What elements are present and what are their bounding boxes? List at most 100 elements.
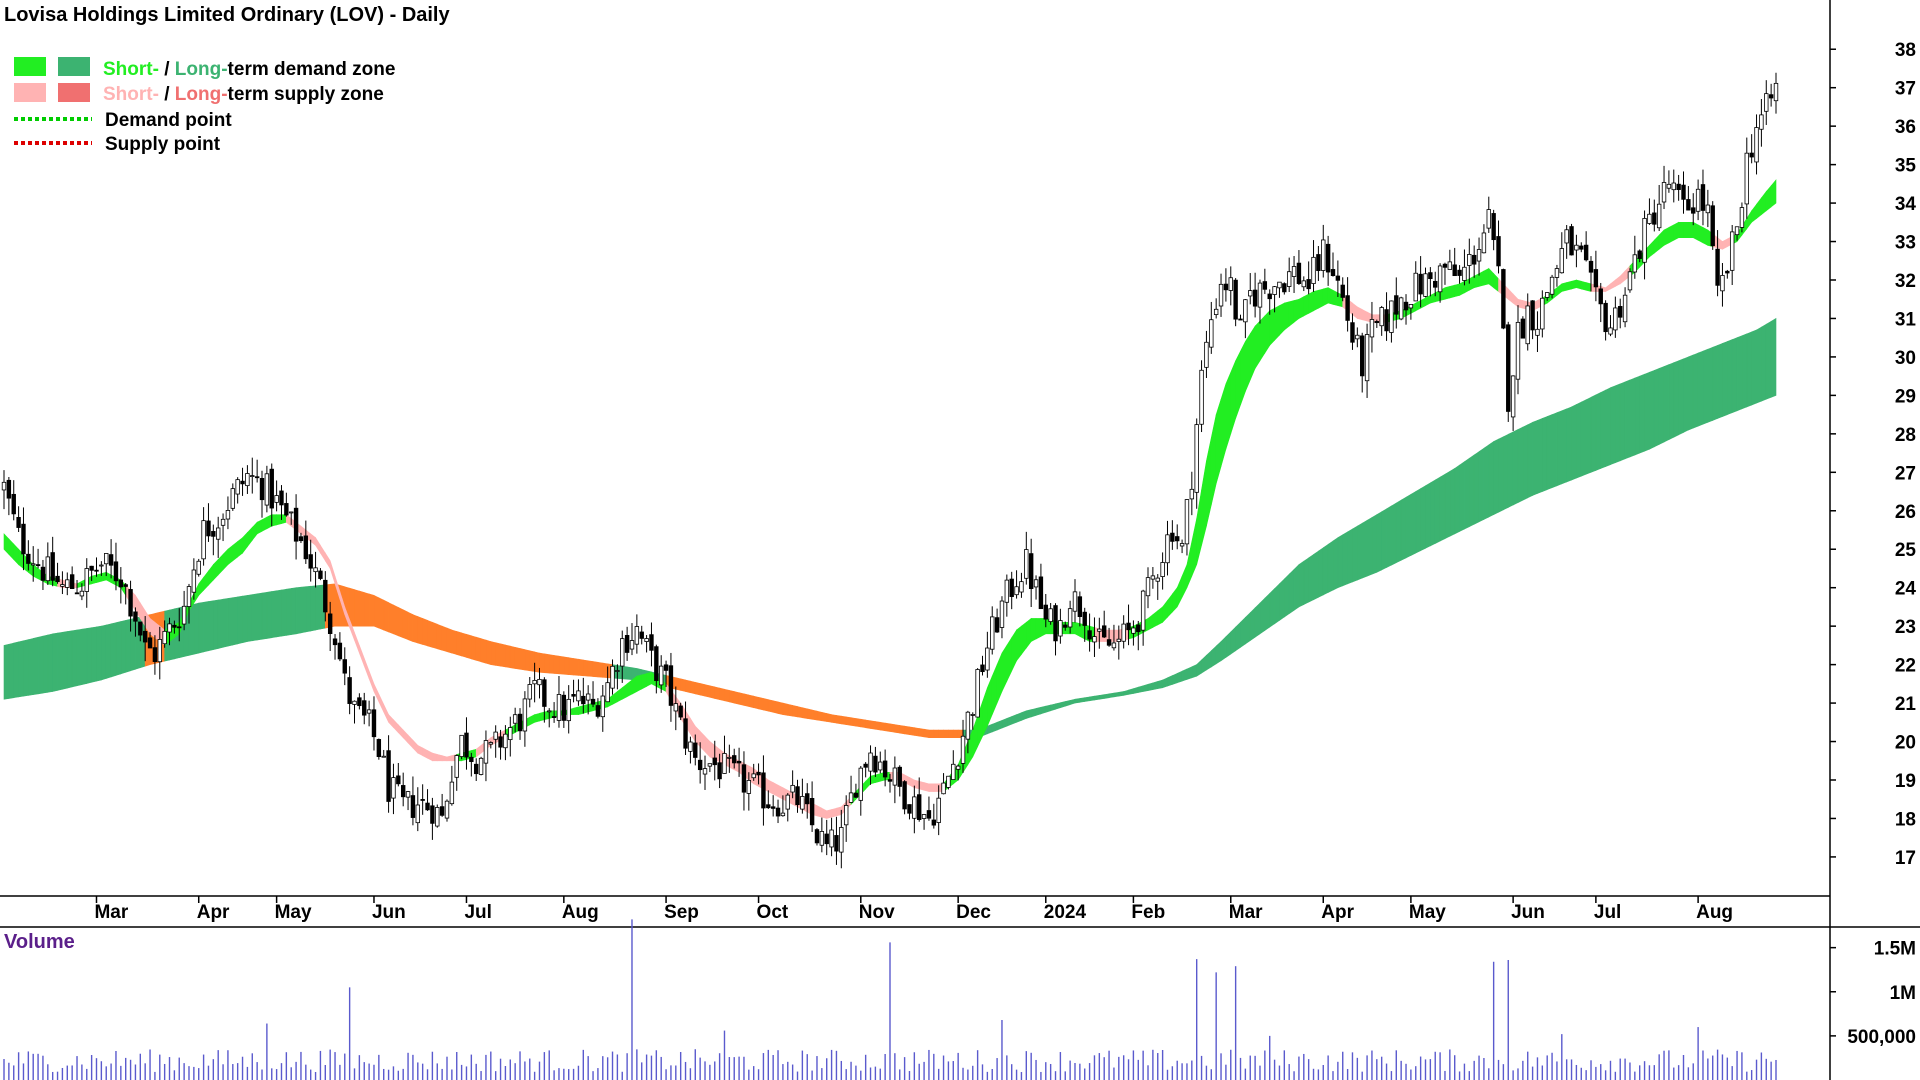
candle-body-up [215, 527, 221, 540]
candlestick [186, 583, 192, 624]
candle-body-up [1510, 375, 1516, 418]
short-zone-segment [1454, 283, 1460, 298]
candlestick [235, 477, 240, 504]
long-zone-segment [1585, 396, 1592, 475]
candle-body-down [464, 732, 469, 758]
candlestick [892, 756, 898, 804]
legend-entry-supply-point: Supply point [105, 134, 221, 155]
candlestick [1, 470, 7, 510]
short-zone-segment [646, 671, 652, 687]
candlesticks [1, 72, 1779, 869]
long-zone-segment [505, 644, 511, 669]
long-zone-segment [1026, 709, 1032, 719]
long-zone-segment [509, 645, 516, 669]
month-tick-label: Aug [562, 902, 599, 923]
candle-body-up [975, 669, 980, 718]
candlestick [955, 764, 961, 781]
candlestick [1223, 268, 1229, 302]
candle-body-up [1072, 591, 1078, 612]
long-zone-segment [563, 656, 570, 675]
candle-body-down [1175, 536, 1180, 542]
candlestick [756, 763, 761, 785]
candle-body-down [55, 575, 60, 583]
short-zone-segment [933, 783, 939, 792]
candle-body-up [1204, 341, 1209, 368]
candle-body-up [1613, 307, 1618, 331]
long-zone-segment [256, 592, 263, 641]
long-zone-segment [1332, 537, 1339, 591]
long-zone-segment [1629, 377, 1636, 458]
candle-body-down [293, 507, 299, 542]
candlestick [566, 685, 571, 734]
candle-body-up [483, 740, 489, 764]
month-tick-label: Jun [1511, 902, 1545, 923]
candlestick [1248, 273, 1253, 305]
candlestick [1647, 198, 1652, 225]
candlestick [736, 747, 742, 777]
candlestick [279, 485, 284, 520]
candle-body-up [1647, 213, 1652, 224]
candlestick [1145, 567, 1151, 609]
long-zone-segment [1191, 664, 1197, 679]
long-zone-segment [290, 587, 297, 635]
candlestick [990, 606, 995, 655]
legend-short-label: Short- [103, 59, 159, 80]
long-zone-segment [1619, 381, 1626, 462]
long-zone-segment [1103, 693, 1110, 699]
long-zone-segment [1624, 379, 1631, 460]
long-zone-segment [52, 632, 58, 692]
long-zone-segment [1089, 695, 1095, 702]
candlestick [55, 562, 60, 584]
candle-body-up [576, 690, 581, 702]
month-tick-label: Aug [1696, 902, 1733, 923]
candle-body-up [605, 682, 610, 703]
long-zone-segment [758, 696, 764, 711]
candlestick [1355, 327, 1360, 348]
candle-body-up [819, 831, 825, 846]
long-zone-segment [8, 642, 15, 699]
short-zone-segment [1673, 221, 1679, 241]
long-zone-segment [1269, 587, 1275, 628]
candlestick [1379, 305, 1384, 336]
long-zone-segment [76, 628, 83, 687]
candlestick [313, 551, 318, 588]
candlestick [206, 503, 211, 542]
long-zone-segment [621, 665, 628, 680]
long-zone-segment [388, 602, 394, 635]
candle-body-up [1155, 577, 1160, 582]
candle-body-down [1700, 184, 1706, 211]
candlestick [391, 763, 396, 815]
long-zone-segment [1113, 691, 1120, 698]
candle-body-up [829, 829, 834, 848]
legend-long-label: Long- [175, 59, 228, 80]
candlestick [1199, 360, 1204, 433]
short-zone-segment [836, 806, 842, 817]
candle-body-down [663, 664, 669, 671]
candle-body-up [1754, 127, 1759, 163]
long-zone-segment [57, 631, 63, 691]
candle-body-down [284, 503, 289, 516]
price-tick-label: 31 [1895, 309, 1917, 330]
candlestick [1296, 250, 1302, 286]
candle-body-up [1632, 254, 1638, 273]
long-zone-segment [578, 658, 584, 677]
candle-body-down [118, 579, 124, 588]
candle-body-up [566, 698, 571, 722]
long-zone-segment [1142, 683, 1149, 692]
short-zone-segment [870, 774, 876, 785]
long-zone-segment [461, 632, 467, 658]
candlestick [308, 539, 313, 582]
candlestick [104, 553, 109, 577]
long-zone-segment [1478, 447, 1485, 523]
short-zone-segment [1459, 280, 1465, 296]
candle-body-up [800, 796, 805, 810]
candle-body-down [1082, 611, 1087, 626]
long-zone-segment [1527, 421, 1533, 499]
candlestick [912, 785, 917, 834]
long-zone-segment [451, 629, 458, 655]
candlestick [581, 677, 586, 714]
candlestick [1773, 72, 1779, 114]
long-zone-segment [1722, 341, 1728, 417]
long-zone-segment [276, 589, 282, 638]
candle-body-down [1126, 622, 1131, 631]
